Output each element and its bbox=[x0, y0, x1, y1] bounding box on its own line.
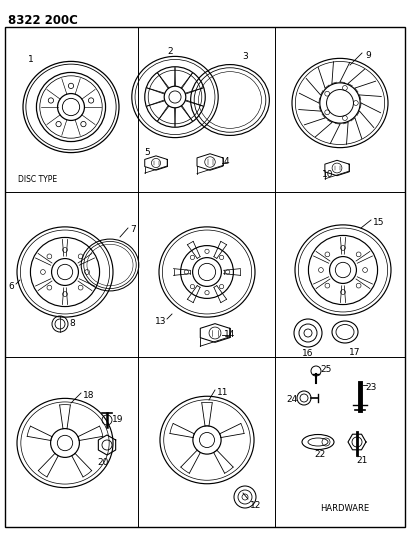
Text: DISC TYPE: DISC TYPE bbox=[18, 175, 57, 184]
Text: 14: 14 bbox=[223, 330, 235, 340]
Text: 9: 9 bbox=[364, 51, 370, 60]
Text: 23: 23 bbox=[364, 383, 375, 392]
Text: 18: 18 bbox=[83, 391, 94, 400]
Text: 7: 7 bbox=[130, 225, 135, 234]
Text: 20: 20 bbox=[97, 458, 108, 467]
Text: 19: 19 bbox=[112, 415, 123, 424]
Text: 6: 6 bbox=[8, 282, 14, 291]
Text: 24: 24 bbox=[285, 395, 297, 404]
Text: 3: 3 bbox=[241, 52, 247, 61]
Text: 16: 16 bbox=[301, 349, 313, 358]
Text: 1: 1 bbox=[28, 55, 34, 64]
Text: 25: 25 bbox=[319, 365, 330, 374]
Text: 2: 2 bbox=[166, 47, 172, 56]
Text: 5: 5 bbox=[144, 148, 149, 157]
Text: 13: 13 bbox=[155, 317, 166, 326]
Text: 10: 10 bbox=[321, 170, 333, 179]
Text: 11: 11 bbox=[216, 388, 228, 397]
Text: 8: 8 bbox=[69, 319, 74, 328]
Circle shape bbox=[326, 90, 353, 116]
Text: HARDWARE: HARDWARE bbox=[319, 504, 368, 513]
Circle shape bbox=[169, 91, 181, 103]
Text: 21: 21 bbox=[355, 456, 366, 465]
Text: 4: 4 bbox=[223, 157, 229, 166]
Text: 12: 12 bbox=[249, 501, 261, 510]
Text: 15: 15 bbox=[372, 218, 384, 227]
Text: 8322 200C: 8322 200C bbox=[8, 14, 78, 27]
Text: 17: 17 bbox=[348, 348, 360, 357]
Text: 22: 22 bbox=[313, 450, 324, 459]
